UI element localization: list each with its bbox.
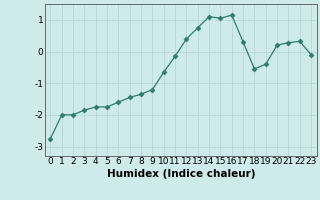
X-axis label: Humidex (Indice chaleur): Humidex (Indice chaleur) [107, 169, 255, 179]
